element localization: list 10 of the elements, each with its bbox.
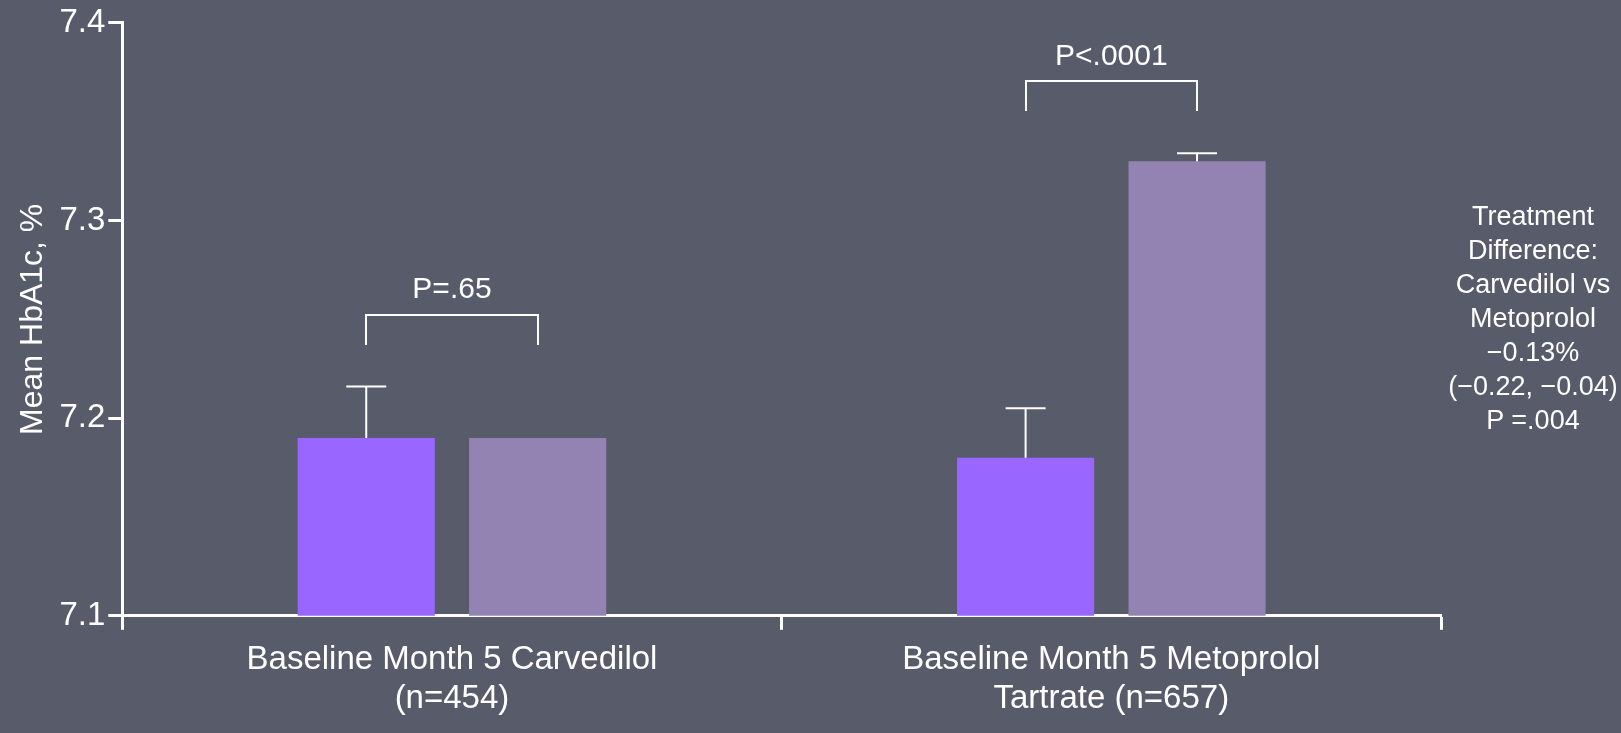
y-tick-label: 7.3 — [59, 199, 106, 237]
y-tick-label: 7.2 — [59, 397, 106, 435]
x-tick-label: Baseline Month 5 Metoprolol Tartrate (n=657) — [902, 638, 1321, 716]
y-axis-title: Mean HbA1c, % — [13, 203, 50, 435]
text: Treatment Difference: Carvedilol vs Metoprolol −0.13% (−0.22, −0.04) P =.004 — [1448, 200, 1618, 435]
annotation: P=.65 — [412, 270, 492, 304]
annotation: P<.0001 — [1055, 37, 1168, 71]
y-tick-label: 7.4 — [59, 1, 106, 39]
y-tick-label: 7.1 — [59, 594, 106, 632]
x-tick-label: Baseline Month 5 Carvedilol (n=454) — [246, 638, 658, 716]
